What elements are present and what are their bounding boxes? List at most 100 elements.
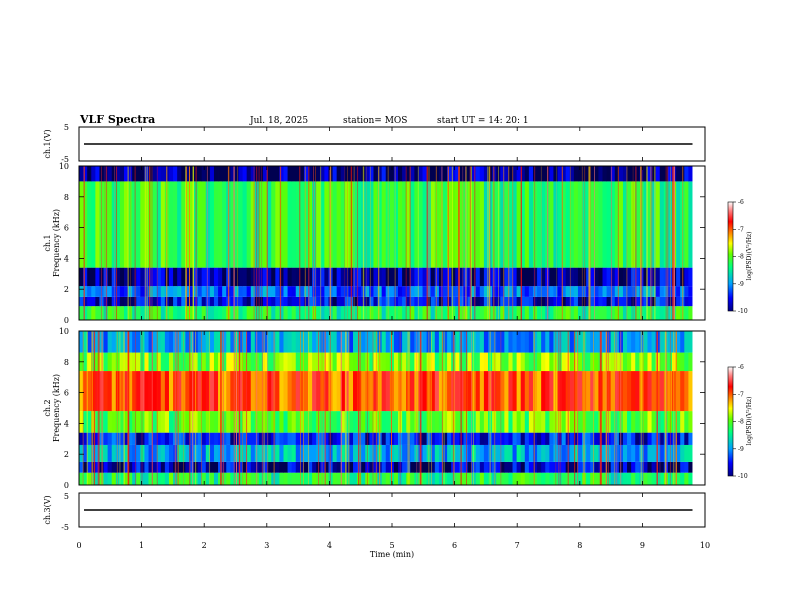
ch1-band-cell xyxy=(87,286,92,297)
ch2-band-cell xyxy=(156,371,162,412)
ch2-band-cell xyxy=(524,472,530,485)
ch2-band-cell xyxy=(647,352,652,372)
ch1-band-cell xyxy=(426,286,432,297)
ch2-band-cell xyxy=(483,432,489,445)
ch2-band-cell xyxy=(569,331,575,353)
ch1-band-cell xyxy=(320,306,325,320)
ch2-band-cell xyxy=(201,371,207,412)
time-tick-label: 10 xyxy=(700,541,710,550)
ch1-band-cell xyxy=(459,267,464,287)
ch2-band-cell xyxy=(643,352,648,372)
ch2-band-cell xyxy=(438,411,444,433)
ch1-band-cell xyxy=(91,181,96,268)
ch1-band-cell xyxy=(291,166,297,182)
ch1-band-cell xyxy=(234,166,239,182)
ch2-band-cell xyxy=(320,331,325,353)
ch1-band-cell xyxy=(263,181,268,268)
ch2-band-cell xyxy=(492,444,497,462)
ch2-band-cell xyxy=(238,352,243,372)
ch2-band-cell xyxy=(467,461,473,473)
ch2-band-cell xyxy=(659,432,665,445)
ch2-band-cell xyxy=(246,331,252,353)
ch1-band-cell xyxy=(569,166,575,182)
ch2-band-cell xyxy=(308,444,313,462)
ch1-band-cell xyxy=(631,267,636,287)
ch2-band-cell xyxy=(348,371,354,412)
ch1-band-cell xyxy=(168,306,174,320)
ch2-band-cell xyxy=(381,461,387,473)
ch2-band-cell xyxy=(365,432,370,445)
ch2-band-cell xyxy=(128,472,133,485)
ch2-band-cell xyxy=(684,432,689,445)
ch2-band-cell xyxy=(246,371,252,412)
ch1-band-cell xyxy=(87,306,92,320)
ch1-band-cell xyxy=(148,286,154,297)
ch2-band-cell xyxy=(230,461,235,473)
ch1-band-cell xyxy=(455,181,460,268)
ch2-band-cell xyxy=(655,411,661,433)
ch1-band-cell xyxy=(618,306,624,320)
ch2-band-cell xyxy=(164,472,170,485)
ch2-band-cell xyxy=(577,444,583,462)
ch2-band-cell xyxy=(557,472,562,485)
ch2-band-cell xyxy=(471,371,477,412)
ch1-band-cell xyxy=(471,296,477,307)
ch1-band-cell xyxy=(577,306,583,320)
ch1-band-cell xyxy=(144,296,149,307)
ch2-band-cell xyxy=(320,371,325,412)
ch1-band-cell xyxy=(201,166,207,182)
ch2-band-cell xyxy=(676,432,681,445)
ch2-band-cell xyxy=(148,461,154,473)
ch1-band-cell xyxy=(582,286,587,297)
ch1-band-cell xyxy=(218,296,223,307)
ch2-band-cell xyxy=(361,432,366,445)
ch2-band-cell xyxy=(573,371,579,412)
ch2-band-cell xyxy=(500,472,505,485)
ch1-band-cell xyxy=(647,296,652,307)
ch1-band-cell xyxy=(365,296,370,307)
ch2-ytick-label: 10 xyxy=(59,327,69,336)
ch2-band-cell xyxy=(492,352,497,372)
ch2-band-cell xyxy=(164,461,170,473)
ch1-band-cell xyxy=(299,306,305,320)
ch1-band-cell xyxy=(160,306,166,320)
ch2-band-cell xyxy=(209,472,215,485)
ch1-band-cell xyxy=(258,296,264,307)
ch2-band-cell xyxy=(659,444,665,462)
ch1-band-cell xyxy=(336,286,342,297)
ch2-band-cell xyxy=(520,444,526,462)
ch1-band-cell xyxy=(676,166,681,182)
ch1-colorbar-ticks: -6-7-8-9-10 xyxy=(733,199,748,315)
ch2-band-cell xyxy=(532,444,538,462)
ch1-band-cell xyxy=(332,166,338,182)
ch1-band-cell xyxy=(381,181,387,268)
ch2-band-cell xyxy=(250,432,256,445)
ch1-band-cell xyxy=(586,166,591,182)
ch1-band-cell xyxy=(389,296,395,307)
ch1-ytick-label: 6 xyxy=(64,224,69,233)
ch1-band-cell xyxy=(234,181,239,268)
ch2-band-cell xyxy=(365,444,370,462)
ch2-band-cell xyxy=(471,352,477,372)
ch2-band-cell xyxy=(361,352,366,372)
ch1-band-cell xyxy=(173,306,178,320)
ch2-band-cell xyxy=(201,472,207,485)
ch1-band-cell xyxy=(324,181,329,268)
ch2-band-cell xyxy=(590,472,595,485)
ch2-band-cell xyxy=(209,371,215,412)
ch1-band-cell xyxy=(565,181,571,268)
ch1-band-cell xyxy=(308,267,313,287)
ch2-band-cell xyxy=(602,371,607,412)
ch2-band-cell xyxy=(573,352,579,372)
ch2-band-cell xyxy=(504,352,509,372)
ch1-band-cell xyxy=(205,306,211,320)
ch1-band-cell xyxy=(250,286,256,297)
ch2-band-cell xyxy=(545,461,550,473)
ch1-band-cell xyxy=(500,181,505,268)
ch2-band-cell xyxy=(148,444,154,462)
ch2-band-cell xyxy=(340,371,346,412)
ch2-band-cell xyxy=(312,371,317,412)
ch2-band-cell xyxy=(303,461,309,473)
ch2-band-cell xyxy=(622,352,628,372)
ch1-band-cell xyxy=(541,306,546,320)
